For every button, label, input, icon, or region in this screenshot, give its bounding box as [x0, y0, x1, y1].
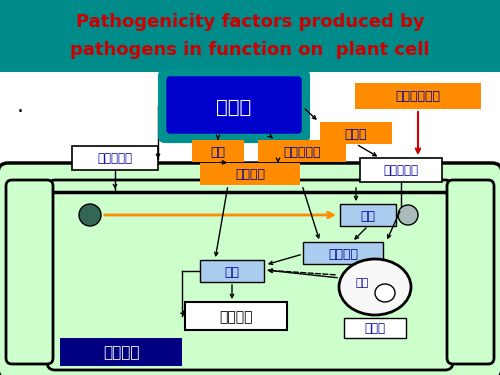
Text: pathogens in function on  plant cell: pathogens in function on plant cell [70, 41, 430, 59]
Bar [360, 158, 442, 182]
Text: 防卫抑制子: 防卫抑制子 [98, 153, 132, 165]
Bar [192, 140, 244, 162]
Text: 植物细胞: 植物细胞 [103, 345, 139, 360]
Bar [200, 163, 300, 185]
Ellipse shape [339, 259, 411, 315]
FancyBboxPatch shape [0, 163, 500, 375]
Bar [340, 204, 396, 226]
Text: 毒素: 毒素 [210, 146, 226, 159]
Ellipse shape [79, 204, 101, 226]
Text: 细胞核: 细胞核 [364, 322, 386, 336]
Text: Pathogenicity factors produced by: Pathogenicity factors produced by [76, 13, 424, 31]
Bar [0, 0, 500, 72]
Bar [258, 140, 346, 162]
FancyBboxPatch shape [160, 71, 308, 141]
Text: 代谢紊乱: 代谢紊乱 [219, 310, 253, 324]
FancyBboxPatch shape [447, 180, 494, 364]
Text: 病原菌: 病原菌 [216, 98, 252, 117]
Bar [344, 318, 406, 338]
FancyBboxPatch shape [167, 77, 301, 133]
Text: 致病生化因子: 致病生化因子 [396, 90, 440, 104]
Text: 防卫激发子: 防卫激发子 [384, 165, 418, 177]
Ellipse shape [375, 284, 395, 302]
FancyBboxPatch shape [47, 180, 453, 370]
Text: 胞外酶: 胞外酶 [345, 128, 367, 141]
Bar [355, 83, 481, 109]
Bar [320, 122, 392, 144]
Text: 受体: 受体 [360, 210, 376, 222]
Ellipse shape [398, 205, 418, 225]
Text: 胞外多糖: 胞外多糖 [235, 168, 265, 182]
FancyBboxPatch shape [6, 180, 53, 364]
Bar [303, 242, 383, 264]
Text: ·: · [16, 102, 24, 122]
Bar [60, 338, 182, 366]
Bar [72, 146, 158, 170]
Bar [200, 260, 264, 282]
Bar [185, 302, 287, 330]
Text: 基因: 基因 [356, 278, 368, 288]
Text: 信号物质: 信号物质 [328, 248, 358, 261]
Text: 生长调节素: 生长调节素 [283, 146, 321, 159]
Text: 蛋白: 蛋白 [224, 266, 240, 279]
